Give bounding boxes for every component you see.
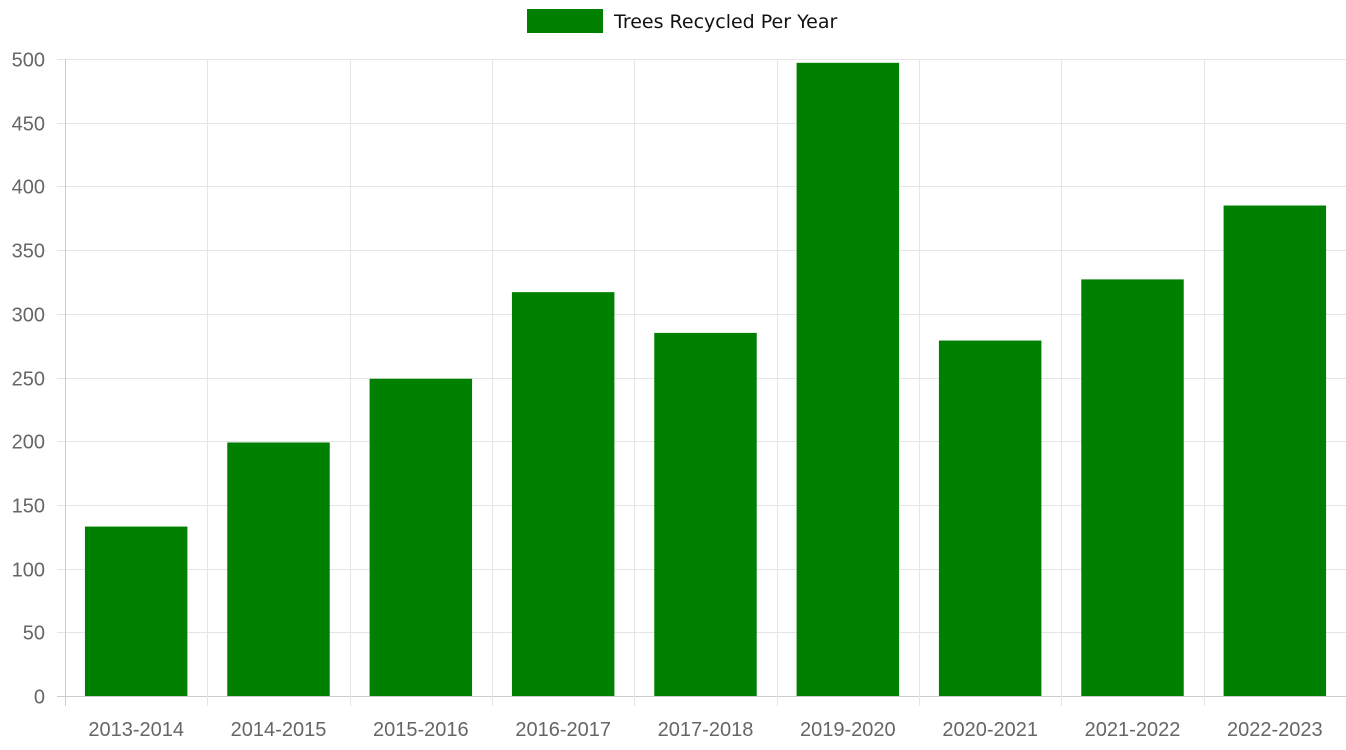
x-tick-label: 2016-2017 (515, 719, 611, 741)
y-tick-label: 350 (12, 241, 45, 263)
legend-swatch[interactable] (527, 9, 603, 33)
y-tick-label: 450 (12, 114, 45, 136)
legend[interactable]: Trees Recycled Per Year (527, 9, 838, 33)
y-tick-label: 50 (23, 623, 45, 645)
x-tick-label: 2017-2018 (658, 719, 754, 741)
x-tick-label: 2019-2020 (800, 719, 896, 741)
bar[interactable] (84, 526, 188, 696)
bars (84, 62, 1327, 696)
y-tick-label: 250 (12, 369, 45, 391)
y-tick-label: 300 (12, 305, 45, 327)
y-tick-label: 100 (12, 560, 45, 582)
bar[interactable] (1081, 279, 1184, 696)
bar[interactable] (938, 340, 1042, 696)
y-tick-label: 0 (34, 687, 45, 709)
legend-label[interactable]: Trees Recycled Per Year (613, 11, 838, 33)
axes: 0 50 100 150 200 250 300 350 400 450 500 2013-2014 2… (12, 50, 1323, 742)
y-tick-label: 400 (12, 177, 45, 199)
bar[interactable] (511, 292, 615, 696)
bar[interactable] (227, 442, 330, 696)
x-tick-label: 2021-2022 (1085, 719, 1181, 741)
x-tick-label: 2020-2021 (942, 719, 1038, 741)
x-tick-label: 2015-2016 (373, 719, 469, 741)
y-tick-label: 150 (12, 496, 45, 518)
x-tick-label: 2022-2023 (1227, 719, 1323, 741)
y-tick-label: 500 (12, 50, 45, 72)
y-tick-label: 200 (12, 432, 45, 454)
bar[interactable] (1223, 205, 1327, 696)
bar[interactable] (369, 378, 473, 696)
x-tick-label: 2013-2014 (88, 719, 184, 741)
x-tick-label: 2014-2015 (231, 719, 327, 741)
bar[interactable] (654, 332, 757, 696)
bar[interactable] (796, 62, 900, 696)
